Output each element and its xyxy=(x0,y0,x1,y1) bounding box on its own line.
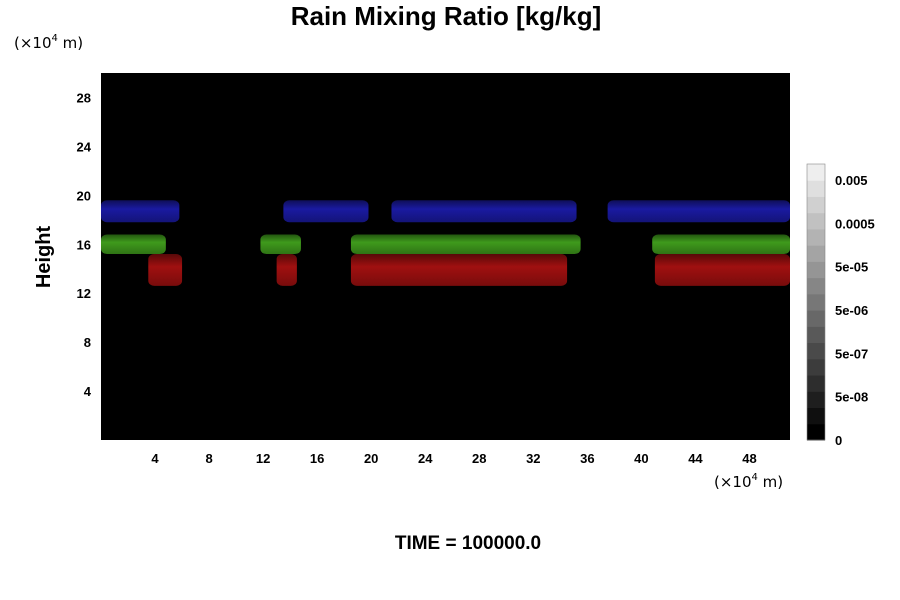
colorbar-tick-label: 5e-07 xyxy=(835,346,868,361)
plot-area xyxy=(101,73,790,440)
band-2-segment-2 xyxy=(350,254,568,286)
colorbar-tick-labels: 0.005 0.0005 5e-05 5e-06 5e-07 5e-08 0 xyxy=(835,173,875,448)
colorbar-step xyxy=(807,423,825,441)
colorbar-step xyxy=(807,261,825,279)
y-tick-label: 12 xyxy=(77,286,91,301)
y-tick-label: 24 xyxy=(77,139,92,154)
band-1-segment-0 xyxy=(101,234,166,255)
x-tick-label: 24 xyxy=(418,451,433,466)
y-unit-label: (×104 m) xyxy=(14,33,83,52)
x-tick-label: 32 xyxy=(526,451,540,466)
band-2-segment-1 xyxy=(276,254,297,286)
colorbar-step xyxy=(807,375,825,392)
x-tick-label: 8 xyxy=(205,451,212,466)
x-tick-labels: 4 8 12 16 20 24 28 32 36 40 44 48 xyxy=(151,451,756,466)
x-tick-label: 4 xyxy=(151,451,159,466)
y-tick-label: 8 xyxy=(84,335,91,350)
band-0-segment-3 xyxy=(607,200,790,223)
y-tick-label: 28 xyxy=(77,90,91,105)
x-tick-label: 12 xyxy=(256,451,270,466)
band-0-segment-1 xyxy=(283,200,369,223)
x-tick-label: 36 xyxy=(580,451,594,466)
colorbar-step xyxy=(807,293,825,311)
x-unit-label: (×104 m) xyxy=(714,472,783,491)
x-tick-label: 48 xyxy=(742,451,756,466)
colorbar-tick-label: 5e-05 xyxy=(835,260,868,275)
colorbar-tick-label: 0.005 xyxy=(835,173,868,188)
x-tick-label: 44 xyxy=(688,451,703,466)
x-tick-label: 16 xyxy=(310,451,324,466)
colorbar-tick-label: 0.0005 xyxy=(835,216,875,231)
colorbar-tick-label: 5e-06 xyxy=(835,303,868,318)
y-tick-label: 4 xyxy=(84,384,92,399)
colorbar-tick-label: 0 xyxy=(835,433,842,448)
band-1-segment-3 xyxy=(652,234,790,255)
x-tick-label: 28 xyxy=(472,451,486,466)
colorbar-step xyxy=(807,245,825,262)
colorbar-step xyxy=(807,277,825,295)
colorbar-step xyxy=(807,310,825,327)
y-tick-labels: 4 8 12 16 20 24 28 xyxy=(77,90,92,399)
colorbar-step xyxy=(807,228,825,246)
time-label: TIME = 100000.0 xyxy=(395,533,541,554)
colorbar-step xyxy=(807,358,825,376)
y-axis-label: Height xyxy=(33,226,55,289)
band-0-segment-2 xyxy=(391,200,577,223)
colorbar-step xyxy=(807,342,825,360)
band-1-segment-1 xyxy=(260,234,301,255)
colorbar-step xyxy=(807,407,825,425)
colorbar-step xyxy=(807,196,825,214)
x-tick-label: 40 xyxy=(634,451,648,466)
colorbar-step xyxy=(807,164,825,181)
colorbar-step xyxy=(807,391,825,409)
colorbar-step xyxy=(807,212,825,230)
colorbar-border xyxy=(806,163,826,441)
colorbar-step xyxy=(807,180,825,197)
y-tick-label: 20 xyxy=(77,188,91,203)
band-2-segment-0 xyxy=(148,254,183,286)
band-0-segment-0 xyxy=(101,200,180,223)
colorbar-tick-label: 5e-08 xyxy=(835,390,868,405)
colorbar-step xyxy=(807,326,825,344)
band-1-segment-2 xyxy=(350,234,581,255)
band-2-segment-3 xyxy=(654,254,790,286)
chart-title: Rain Mixing Ratio [kg/kg] xyxy=(291,1,602,31)
y-tick-label: 16 xyxy=(77,237,91,252)
x-tick-label: 20 xyxy=(364,451,378,466)
colorbar xyxy=(806,163,826,441)
